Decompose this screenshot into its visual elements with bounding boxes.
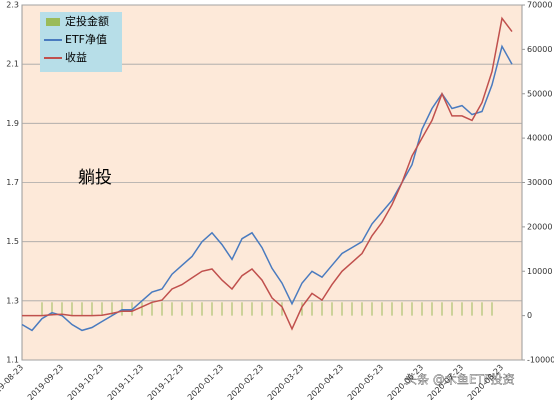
legend-label: ETF净值 — [65, 32, 107, 46]
y2-tick-label: 40000 — [527, 134, 552, 143]
x-tick-label: 2020-04-23 — [306, 363, 345, 400]
y-tick-label: 1.3 — [6, 296, 19, 305]
x-tick-label: 2019-08-23 — [0, 363, 25, 400]
bar — [91, 302, 93, 316]
bar — [431, 302, 433, 316]
bar — [221, 302, 223, 316]
y2-tick-label: 0 — [527, 311, 532, 320]
y2-tick-label: 60000 — [527, 45, 552, 54]
bar — [251, 302, 253, 316]
y-tick-label: 1.9 — [6, 119, 19, 128]
bar — [311, 302, 313, 316]
bar — [71, 302, 73, 316]
y-tick-label: 1.7 — [6, 178, 19, 187]
y-tick-label: 1.1 — [6, 356, 19, 365]
bar — [331, 302, 333, 316]
bar — [461, 302, 463, 316]
x-tick-label: 2020-02-23 — [226, 363, 265, 400]
bar — [441, 302, 443, 316]
bar — [491, 302, 493, 316]
y2-tick-label: 20000 — [527, 222, 552, 231]
legend-label: 收益 — [65, 50, 87, 64]
y-tick-label: 2.1 — [6, 60, 19, 69]
x-tick-label: 2019-11-23 — [106, 363, 145, 400]
y2-tick-label: 30000 — [527, 178, 552, 187]
bar — [41, 302, 43, 316]
bar — [471, 302, 473, 316]
y2-tick-label: 70000 — [527, 1, 552, 10]
x-tick-label: 2019-10-23 — [66, 363, 105, 400]
bar — [371, 302, 373, 316]
bar — [301, 302, 303, 316]
bar — [151, 302, 153, 316]
bar — [81, 302, 83, 316]
bar — [351, 302, 353, 316]
bar — [321, 302, 323, 316]
line — [22, 16, 513, 331]
bar — [281, 302, 283, 316]
y-tick-label: 2.3 — [6, 1, 19, 10]
bar — [211, 302, 213, 316]
bar — [481, 302, 483, 316]
bar — [401, 302, 403, 316]
bar — [391, 302, 393, 316]
x-tick-label: 2020-03-23 — [266, 363, 305, 400]
bar — [261, 302, 263, 316]
bar — [231, 302, 233, 316]
x-tick-label: 2020-01-23 — [186, 363, 225, 400]
bar — [191, 302, 193, 316]
bar — [141, 302, 143, 316]
bar — [341, 302, 343, 316]
bar — [111, 302, 113, 316]
bar — [411, 302, 413, 316]
watermark: 头条 @木鱼ETF投资 — [405, 372, 515, 387]
bar — [51, 302, 53, 316]
y2-tick-label: 50000 — [527, 89, 552, 98]
bar — [181, 302, 183, 316]
y2-tick-label: 10000 — [527, 267, 552, 276]
legend-swatch — [46, 18, 60, 26]
bar — [451, 302, 453, 316]
bar — [201, 302, 203, 316]
bar — [421, 302, 423, 316]
annotation: 躺投 — [78, 168, 112, 188]
line — [21, 44, 513, 332]
bar — [241, 302, 243, 316]
y-tick-label: 1.5 — [6, 237, 19, 246]
bar — [61, 302, 63, 316]
legend-label: 定投金额 — [65, 14, 109, 28]
bar — [161, 302, 163, 316]
bar — [271, 302, 273, 316]
x-tick-label: 2020-05-23 — [346, 363, 385, 400]
x-tick-label: 2019-09-23 — [26, 363, 65, 400]
bar — [381, 302, 383, 316]
bar — [101, 302, 103, 316]
x-tick-label: 2019-12-23 — [146, 363, 185, 400]
y2-tick-label: -10000 — [527, 356, 554, 365]
bar — [361, 302, 363, 316]
bar — [171, 302, 173, 316]
